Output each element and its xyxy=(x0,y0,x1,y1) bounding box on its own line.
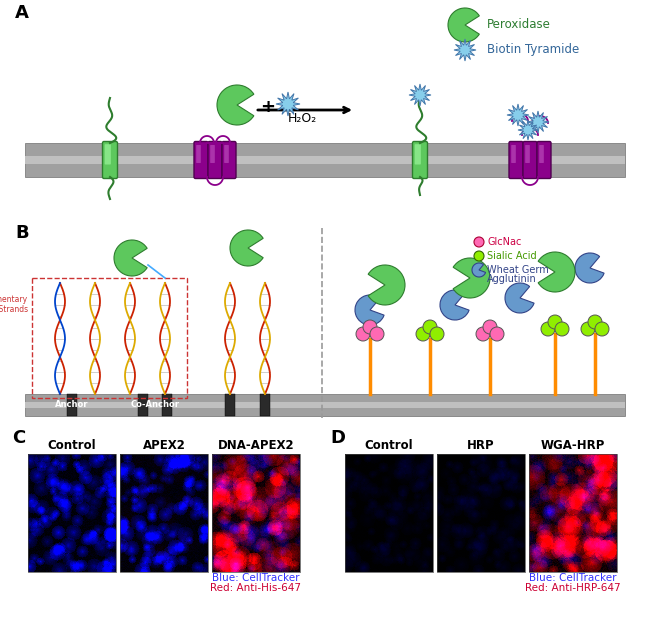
Bar xyxy=(25,156,625,164)
Polygon shape xyxy=(409,84,431,106)
Text: B: B xyxy=(15,224,29,242)
Text: A: A xyxy=(15,4,29,22)
FancyBboxPatch shape xyxy=(415,144,421,164)
Text: GlcNac: GlcNac xyxy=(487,237,521,247)
FancyBboxPatch shape xyxy=(509,141,523,179)
Bar xyxy=(529,454,617,572)
Bar xyxy=(345,454,433,572)
Wedge shape xyxy=(368,265,405,305)
Circle shape xyxy=(588,315,602,329)
Bar xyxy=(25,402,625,407)
FancyBboxPatch shape xyxy=(208,141,222,179)
Circle shape xyxy=(430,327,444,341)
FancyBboxPatch shape xyxy=(105,144,111,164)
Circle shape xyxy=(483,320,497,334)
FancyBboxPatch shape xyxy=(103,141,118,179)
Polygon shape xyxy=(454,39,476,61)
Circle shape xyxy=(423,320,437,334)
Circle shape xyxy=(581,322,595,336)
Wedge shape xyxy=(440,290,469,320)
FancyBboxPatch shape xyxy=(196,145,201,163)
Text: Complimentary
Binding Strands: Complimentary Binding Strands xyxy=(0,295,28,314)
Bar xyxy=(25,394,625,416)
Text: D: D xyxy=(330,429,345,447)
Text: +: + xyxy=(261,98,276,116)
Circle shape xyxy=(490,327,504,341)
Bar xyxy=(138,394,148,416)
Text: Blue: CellTracker: Blue: CellTracker xyxy=(213,573,300,583)
Wedge shape xyxy=(448,8,479,42)
Bar xyxy=(162,394,172,416)
Polygon shape xyxy=(527,111,549,133)
Wedge shape xyxy=(575,253,604,283)
Text: DNA-APEX2: DNA-APEX2 xyxy=(218,439,294,452)
Text: Control: Control xyxy=(47,439,96,452)
Text: Red: Anti-HRP-647: Red: Anti-HRP-647 xyxy=(525,583,621,593)
Circle shape xyxy=(595,322,609,336)
Circle shape xyxy=(474,237,484,247)
FancyBboxPatch shape xyxy=(525,145,530,163)
Circle shape xyxy=(541,322,555,336)
Wedge shape xyxy=(230,230,263,266)
FancyBboxPatch shape xyxy=(540,145,544,163)
Text: H₂O₂: H₂O₂ xyxy=(287,112,317,125)
Circle shape xyxy=(555,322,569,336)
Text: HRP: HRP xyxy=(467,439,495,452)
Circle shape xyxy=(476,327,490,341)
Text: APEX2: APEX2 xyxy=(142,439,185,452)
FancyBboxPatch shape xyxy=(194,141,208,179)
Circle shape xyxy=(474,251,484,261)
Wedge shape xyxy=(538,252,575,292)
Polygon shape xyxy=(507,104,529,126)
Wedge shape xyxy=(505,283,534,313)
Polygon shape xyxy=(518,120,538,140)
Text: Biotin Tyramide: Biotin Tyramide xyxy=(487,44,579,57)
Circle shape xyxy=(363,320,377,334)
Text: Peroxidase: Peroxidase xyxy=(487,19,551,32)
FancyBboxPatch shape xyxy=(210,145,215,163)
Text: C: C xyxy=(12,429,25,447)
Bar xyxy=(225,394,235,416)
Wedge shape xyxy=(472,263,486,277)
FancyBboxPatch shape xyxy=(224,145,229,163)
Text: Sialic Acid: Sialic Acid xyxy=(487,251,537,261)
Circle shape xyxy=(416,327,430,341)
Bar xyxy=(260,394,270,416)
FancyBboxPatch shape xyxy=(413,141,428,179)
Bar xyxy=(28,454,116,572)
Circle shape xyxy=(356,327,370,341)
Wedge shape xyxy=(217,85,254,125)
Text: Co-Anchor: Co-Anchor xyxy=(131,400,179,409)
Text: Anchor: Anchor xyxy=(55,400,89,409)
Wedge shape xyxy=(114,240,147,276)
FancyBboxPatch shape xyxy=(222,141,236,179)
Bar xyxy=(32,278,187,398)
Text: Red: Anti-His-647: Red: Anti-His-647 xyxy=(211,583,302,593)
Polygon shape xyxy=(276,92,300,116)
Circle shape xyxy=(370,327,384,341)
FancyBboxPatch shape xyxy=(537,141,551,179)
Circle shape xyxy=(548,315,562,329)
Text: Agglutinin: Agglutinin xyxy=(487,274,537,284)
FancyBboxPatch shape xyxy=(523,141,537,179)
Text: Control: Control xyxy=(365,439,413,452)
Bar xyxy=(120,454,208,572)
Text: Wheat Germ: Wheat Germ xyxy=(487,265,549,275)
Text: WGA-HRP: WGA-HRP xyxy=(541,439,605,452)
Text: Blue: CellTracker: Blue: CellTracker xyxy=(529,573,617,583)
Wedge shape xyxy=(453,258,490,298)
Bar xyxy=(437,454,525,572)
FancyBboxPatch shape xyxy=(511,145,516,163)
Bar xyxy=(67,394,77,416)
Bar xyxy=(25,143,625,177)
Wedge shape xyxy=(355,295,384,325)
Bar xyxy=(212,454,300,572)
